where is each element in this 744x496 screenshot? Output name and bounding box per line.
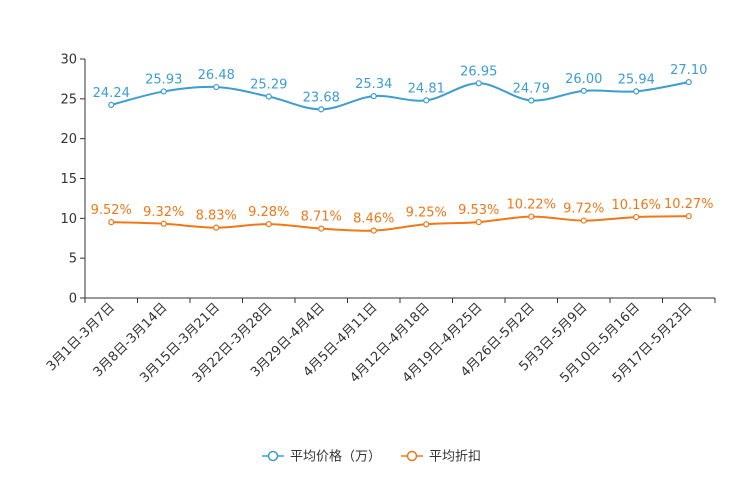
data-label: 24.81 — [408, 81, 445, 96]
data-point[interactable] — [685, 79, 692, 86]
data-point[interactable] — [108, 101, 115, 108]
data-point[interactable] — [265, 220, 272, 228]
data-point[interactable] — [633, 88, 640, 95]
data-label: 10.22% — [506, 198, 556, 213]
data-point[interactable] — [108, 219, 115, 226]
data-point[interactable] — [423, 221, 430, 228]
data-label: 9.28% — [248, 205, 289, 220]
data-point[interactable] — [528, 97, 535, 104]
data-label: 8.83% — [196, 209, 237, 224]
legend-label: 平均价格（万） — [290, 449, 381, 465]
data-label: 10.27% — [664, 197, 714, 212]
data-label: 24.79 — [513, 82, 550, 97]
data-label: 8.46% — [353, 212, 394, 227]
y-tick-label: 30 — [60, 53, 77, 68]
data-point[interactable] — [423, 97, 430, 104]
y-tick-label: 15 — [60, 172, 77, 187]
data-label: 26.00 — [565, 72, 602, 87]
data-label: 9.72% — [563, 202, 604, 217]
data-label: 25.93 — [145, 72, 182, 87]
data-point[interactable] — [160, 220, 167, 227]
legend-item-avg-price[interactable]: 平均价格（万） — [262, 449, 381, 465]
y-tick-label: 20 — [60, 132, 77, 147]
data-label: 10.16% — [611, 198, 661, 213]
data-label: 9.52% — [91, 203, 132, 218]
data-point[interactable] — [318, 225, 325, 232]
y-tick-label: 25 — [60, 92, 77, 107]
data-point[interactable] — [213, 224, 220, 231]
data-label: 8.71% — [301, 210, 342, 225]
data-label: 9.53% — [458, 203, 499, 218]
data-point[interactable] — [685, 213, 692, 220]
y-tick-label: 5 — [69, 252, 77, 267]
data-label: 25.29 — [250, 78, 287, 93]
data-point[interactable] — [160, 88, 167, 95]
data-point[interactable] — [213, 83, 220, 91]
data-point[interactable] — [370, 93, 377, 100]
data-label: 9.25% — [406, 205, 447, 220]
series-line — [111, 215, 689, 232]
y-tick-label: 10 — [60, 212, 77, 227]
legend-marker-icon — [406, 450, 418, 462]
data-label: 23.68 — [303, 90, 340, 105]
data-point[interactable] — [475, 218, 482, 226]
legend-item-avg-discount[interactable]: 平均折扣 — [401, 450, 481, 465]
legend-label: 平均折扣 — [429, 450, 481, 465]
data-point[interactable] — [528, 213, 535, 220]
data-label: 27.10 — [670, 63, 707, 78]
data-point[interactable] — [318, 106, 325, 113]
data-point[interactable] — [580, 217, 587, 224]
series-line — [111, 81, 689, 111]
data-point[interactable] — [633, 213, 640, 221]
data-label: 24.24 — [93, 86, 130, 101]
y-tick-label: 0 — [69, 292, 77, 307]
data-label: 25.34 — [355, 77, 392, 92]
data-point[interactable] — [265, 93, 272, 100]
data-label: 25.94 — [618, 72, 655, 87]
data-label: 26.95 — [460, 64, 497, 79]
data-point[interactable] — [475, 80, 482, 87]
series-avg-discount: 9.52% 9.32% 8.83% 9.28% 8.71% 8.46% 9.25% 9.53%… — [91, 197, 714, 234]
series-lines: 24.24 25.93 26.48 25.29 23.68 25.34 24.81 26.95… — [91, 63, 714, 234]
data-point[interactable] — [580, 87, 587, 94]
series-avg-price: 24.24 25.93 26.48 25.29 23.68 25.34 24.81 26.95… — [93, 63, 707, 113]
chart-legend[interactable]: 平均价格（万） 平均折扣 — [262, 449, 481, 465]
data-point[interactable] — [370, 227, 377, 234]
data-label: 9.32% — [143, 205, 184, 220]
legend-marker-icon — [267, 450, 279, 462]
data-label: 26.48 — [198, 68, 235, 83]
